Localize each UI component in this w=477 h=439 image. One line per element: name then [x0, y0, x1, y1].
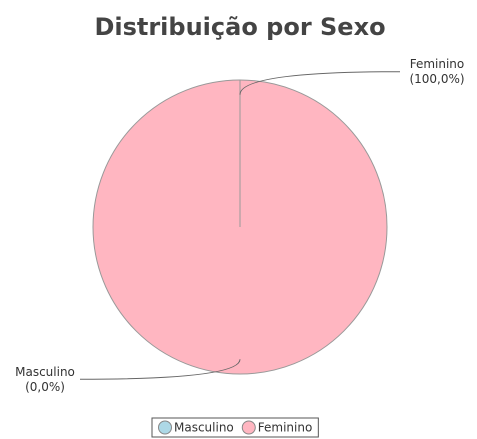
leader-line	[239, 71, 401, 95]
slice-value-label: (0,0%)	[25, 380, 65, 394]
legend-swatch	[241, 420, 256, 435]
slice-label: Feminino	[410, 57, 465, 71]
leader-line	[79, 359, 241, 380]
legend-label: Masculino	[174, 421, 234, 435]
legend-box	[151, 417, 319, 438]
slice-label: Masculino	[15, 365, 75, 379]
legend-label: Feminino	[258, 421, 313, 435]
chart-title: Distribuição por Sexo	[94, 13, 385, 41]
legend: Masculino Feminino	[151, 417, 319, 438]
slice-value-label: (100,0%)	[409, 72, 464, 86]
legend-swatch	[158, 420, 172, 435]
